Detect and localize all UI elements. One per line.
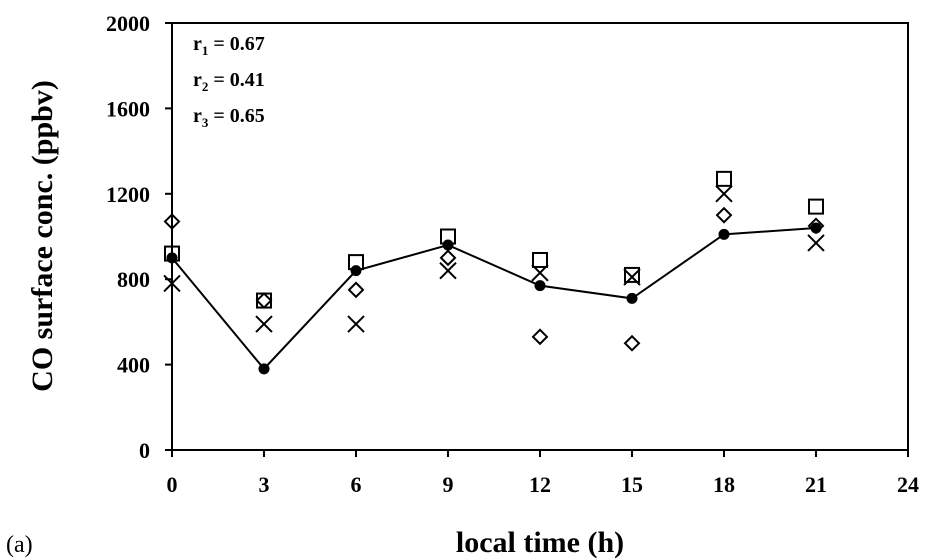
point-filled-circle-line-6 <box>718 228 730 240</box>
point-open-square-1 <box>256 292 272 309</box>
x-tick-label-7: 21 <box>805 472 827 497</box>
point-x-cross-7 <box>807 234 825 252</box>
point-open-diamond-2 <box>347 281 365 299</box>
point-open-square-0 <box>164 245 180 262</box>
data-marks-group <box>163 170 825 375</box>
point-filled-circle-line-1 <box>258 363 270 375</box>
point-x-cross-2 <box>347 315 365 333</box>
x-tick-label-4: 12 <box>529 472 551 497</box>
series-line-0 <box>171 226 817 371</box>
point-filled-circle-line-5 <box>626 292 638 304</box>
x-tick-label-8: 24 <box>897 472 919 497</box>
y-tick-label-1: 400 <box>117 353 150 378</box>
point-open-diamond-5 <box>623 334 641 352</box>
panel-label: (a) <box>6 532 33 558</box>
point-x-cross-0 <box>163 274 181 293</box>
x-tick-label-3: 9 <box>443 472 454 497</box>
x-tick-label-6: 18 <box>713 472 735 497</box>
annotation-r3: r3 = 0.65 <box>193 105 265 130</box>
y-tick-label-3: 1200 <box>106 182 150 207</box>
point-open-diamond-1 <box>255 292 273 309</box>
point-open-square-5 <box>624 266 640 283</box>
point-x-cross-3 <box>439 261 457 280</box>
y-axis-title: CO surface conc. (ppbv) <box>26 80 59 392</box>
point-x-cross-1 <box>255 315 273 333</box>
annotation-r1: r1 = 0.67 <box>193 33 265 58</box>
correlation-annotations: r1 = 0.67 r2 = 0.41 r3 = 0.65 <box>193 33 265 130</box>
y-tick-label-2: 800 <box>117 267 150 292</box>
plot-frame <box>171 22 909 451</box>
point-filled-circle-line-3 <box>442 239 454 251</box>
point-open-square-3 <box>440 228 456 245</box>
point-filled-circle-line-4 <box>534 280 546 292</box>
y-tick-label-0: 0 <box>139 438 150 463</box>
y-tick-label-5: 2000 <box>106 11 150 36</box>
x-tick-label-2: 6 <box>351 472 362 497</box>
y-tick-label-4: 1600 <box>106 96 150 121</box>
point-x-cross-6 <box>715 185 733 203</box>
point-open-square-7 <box>808 198 824 215</box>
ticks-group: 0 3 6 9 12 15 18 21 24 0 400 800 1200 1600 2000 <box>106 11 919 497</box>
point-open-diamond-4 <box>531 328 549 346</box>
annotation-r2: r2 = 0.41 <box>193 69 265 94</box>
point-open-diamond-7 <box>807 217 825 235</box>
x-tick-label-5: 15 <box>621 472 643 497</box>
point-x-cross-5 <box>623 268 641 286</box>
point-open-square-6 <box>716 170 732 187</box>
point-x-cross-4 <box>531 264 549 282</box>
point-open-diamond-0 <box>163 213 181 230</box>
point-open-diamond-6 <box>715 206 733 224</box>
point-filled-circle-line-0 <box>166 252 178 264</box>
x-tick-label-1: 3 <box>259 472 270 497</box>
x-axis-title: local time (h) <box>456 526 624 559</box>
point-open-square-4 <box>532 251 548 268</box>
point-open-diamond-3 <box>439 249 457 267</box>
point-filled-circle-line-2 <box>350 265 362 277</box>
point-open-square-2 <box>348 254 364 271</box>
x-tick-label-0: 0 <box>167 472 178 497</box>
